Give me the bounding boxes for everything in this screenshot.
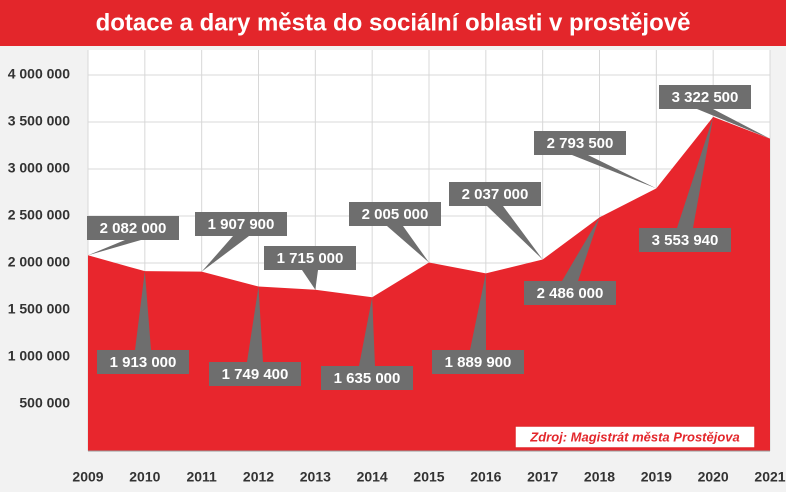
x-tick-label: 2010: [129, 469, 160, 485]
value-label: 1 907 900: [208, 216, 275, 233]
value-label: 1 889 900: [445, 354, 512, 371]
value-label-box: [449, 182, 541, 206]
x-tick-label: 2019: [641, 469, 672, 485]
value-label-box: [432, 350, 524, 374]
callout-pointer: [470, 273, 486, 350]
source: Zdroj: Magistrát města Prostějova: [529, 429, 740, 444]
x-tick-label: 2009: [72, 469, 103, 485]
value-label-box: [659, 85, 751, 109]
callout-pointer: [677, 116, 714, 228]
value-label: 2 793 500: [547, 135, 614, 152]
callout-pointer: [387, 226, 429, 263]
y-tick-label: 1 500 000: [8, 301, 70, 317]
y-tick-label: 1 000 000: [8, 348, 70, 364]
value-label-box: [349, 202, 441, 226]
x-tick-label: 2013: [300, 469, 331, 485]
x-tick-label: 2020: [698, 469, 729, 485]
x-tick-label: 2017: [527, 469, 558, 485]
chart-title: dotace a dary města do sociální oblasti …: [96, 9, 691, 36]
callout-pointer: [247, 286, 263, 362]
value-label: 1 635 000: [334, 370, 401, 387]
y-tick-label: 4 000 000: [8, 66, 70, 82]
value-label-box: [534, 131, 626, 155]
value-label: 2 005 000: [362, 206, 429, 223]
callout-pointer: [572, 155, 657, 189]
value-label-box: [87, 216, 179, 240]
title-bar: [0, 0, 786, 46]
callout-pointer: [201, 236, 249, 272]
value-label: 2 486 000: [537, 285, 604, 302]
y-tick-label: 500 000: [19, 395, 70, 411]
value-label: 1 749 400: [222, 366, 289, 383]
x-tick-label: 2012: [243, 469, 274, 485]
value-label-box: [195, 212, 287, 236]
y-tick-label: 2 500 000: [8, 207, 70, 223]
value-label-box: [639, 228, 731, 252]
value-label: 2 082 000: [100, 220, 167, 237]
callout-pointer: [88, 240, 141, 256]
y-tick-label: 3 000 000: [8, 160, 70, 176]
callout-pointer: [487, 206, 543, 260]
value-label-box: [209, 362, 301, 386]
value-label: 2 037 000: [462, 186, 529, 203]
value-label-box: [97, 350, 189, 374]
y-tick-label: 2 000 000: [8, 254, 70, 270]
value-label-box: [524, 281, 616, 305]
x-tick-label: 2015: [413, 469, 444, 485]
y-tick-label: 3 500 000: [8, 113, 70, 129]
callout-pointer: [359, 297, 375, 366]
value-label-box: [264, 246, 356, 270]
x-tick-label: 2016: [470, 469, 501, 485]
value-label-box: [321, 366, 413, 390]
value-label: 3 553 940: [652, 232, 719, 249]
value-label: 1 715 000: [277, 250, 344, 267]
x-tick-label: 2014: [357, 469, 388, 485]
callout-pointer: [697, 109, 770, 139]
source-box: [514, 425, 756, 449]
value-label: 1 913 000: [110, 354, 177, 371]
value-label: 3 322 500: [672, 89, 739, 106]
x-tick-label: 2018: [584, 469, 615, 485]
callout-pointer: [302, 270, 318, 290]
callout-pointer: [135, 271, 151, 350]
x-tick-label: 2011: [186, 469, 217, 485]
callout-pointer: [562, 217, 600, 281]
x-tick-label: 2021: [754, 469, 785, 485]
